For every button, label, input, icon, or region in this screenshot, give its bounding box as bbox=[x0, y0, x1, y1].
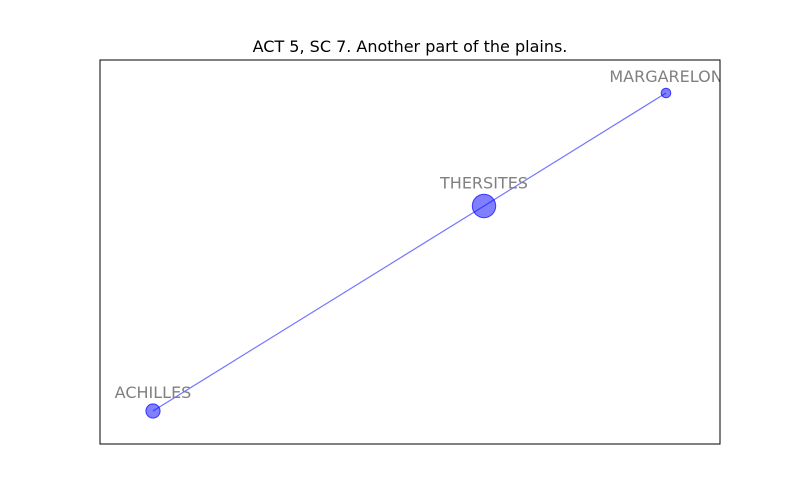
node-label-thersites: THERSITES bbox=[439, 173, 528, 192]
node-margarelon bbox=[660, 87, 672, 99]
nodes-layer bbox=[145, 87, 672, 419]
node-label-margarelon: MARGARELON bbox=[609, 67, 722, 86]
chart-title: ACT 5, SC 7. Another part of the plains. bbox=[253, 37, 568, 56]
node-thersites bbox=[471, 193, 497, 219]
edge-thersites-margarelon bbox=[483, 92, 667, 207]
node-achilles bbox=[145, 403, 161, 419]
axes-frame bbox=[99, 59, 721, 445]
edge-achilles-thersites bbox=[152, 205, 485, 412]
edges-layer bbox=[152, 92, 667, 412]
node-label-achilles: ACHILLES bbox=[115, 383, 192, 402]
labels-layer: ACHILLES THERSITES MARGARELON bbox=[115, 67, 722, 402]
